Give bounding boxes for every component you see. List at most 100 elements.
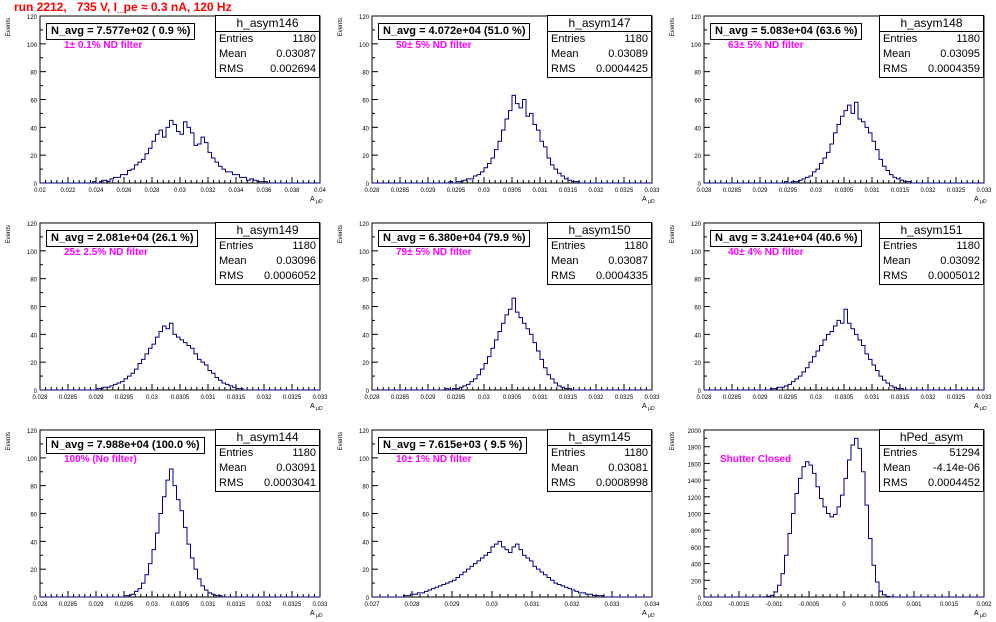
x-tick-label: 0.029 [88, 395, 104, 401]
stats-row: RMS 0.0004335 [548, 269, 651, 284]
stats-row: Entries 1180 [880, 239, 983, 254]
x-tick-label: 0.031 [532, 188, 548, 194]
x-tick-label: 0.036 [256, 188, 272, 194]
y-tick-label: 60 [362, 513, 369, 519]
x-tick-label: 0.029 [88, 602, 104, 608]
stats-key: Mean [883, 255, 911, 267]
y-axis-label: Events [338, 225, 344, 243]
stats-row: RMS 0.002694 [216, 62, 319, 77]
x-tick-label: 0.028 [404, 602, 420, 608]
x-tick-label: 0.032 [256, 602, 272, 608]
x-tick-label: 0.0325 [947, 188, 966, 194]
stats-row: RMS 0.0004425 [548, 62, 651, 77]
stats-box: h_asym147 Entries 1180 Mean 0.03089 RMS 0.0004… [547, 15, 652, 78]
stats-value: 0.03096 [276, 255, 316, 267]
histogram-line [372, 297, 652, 391]
histogram-line [372, 540, 652, 598]
x-axis-label: A μD [642, 196, 655, 205]
stats-row: Entries 1180 [548, 32, 651, 47]
y-axis-label: Events [670, 18, 676, 36]
x-tick-label: 0.032 [256, 395, 272, 401]
stats-value: 0.03089 [608, 48, 648, 60]
stats-box: h_asym144 Entries 1180 Mean 0.03091 RMS 0.0003… [215, 429, 320, 492]
x-tick-label: 0.0305 [835, 188, 854, 194]
stats-value: 0.002694 [270, 63, 316, 75]
stats-key: Entries [883, 240, 918, 252]
x-tick-label: 0.0285 [391, 395, 410, 401]
y-tick-label: 80 [30, 485, 37, 491]
x-tick-label: 0.0285 [391, 188, 410, 194]
x-tick-label: 0.033 [644, 188, 660, 194]
stats-value: 0.0004452 [928, 477, 980, 489]
y-tick-label: 0 [366, 182, 370, 188]
stats-value: 1180 [956, 240, 980, 252]
stats-value: 0.03091 [276, 462, 316, 474]
stats-row: Mean 0.03092 [880, 254, 983, 269]
stats-row: RMS 0.0004359 [880, 62, 983, 77]
x-tick-label: 0.03 [810, 188, 822, 194]
stats-key: RMS [219, 477, 244, 489]
histogram-name: h_asym149 [216, 223, 319, 239]
stats-value: 0.03087 [276, 48, 316, 60]
y-tick-label: 80 [694, 71, 701, 77]
stats-box: hPed_asym Entries 51294 Mean -4.14e-06 RMS 0.0… [879, 429, 984, 492]
x-tick-label: 0.001 [906, 602, 922, 608]
x-tick-label: 0.03 [146, 395, 158, 401]
y-tick-label: 40 [362, 540, 369, 546]
x-tick-label: 0.033 [312, 602, 328, 608]
y-tick-label: 100 [691, 250, 702, 256]
y-tick-label: 0 [366, 596, 370, 602]
x-tick-label: 0.0315 [559, 395, 578, 401]
filter-note: 100% (No filter) [64, 454, 137, 465]
y-tick-label: 1200 [688, 496, 702, 502]
histogram-line [704, 308, 984, 391]
x-tick-label: 0.031 [532, 395, 548, 401]
stats-row: Mean 0.03087 [548, 254, 651, 269]
x-tick-label: 0.0285 [59, 395, 78, 401]
stats-key: RMS [219, 63, 244, 75]
filter-note: 10± 1% ND filter [396, 454, 472, 465]
y-tick-label: 120 [691, 222, 702, 228]
n-avg-label: N_avg = 4.072e+04 (51.0 %) [378, 23, 531, 40]
y-tick-label: 20 [30, 154, 37, 160]
x-tick-label: 0.0305 [503, 188, 522, 194]
y-axis-label: Events [338, 432, 344, 450]
n-avg-label: N_avg = 7.988e+04 (100.0 %) [46, 437, 205, 454]
stats-box: h_asym146 Entries 1180 Mean 0.03087 RMS 0.0026… [215, 15, 320, 78]
x-tick-label: 0.031 [864, 188, 880, 194]
x-tick-label: 0.03 [486, 602, 498, 608]
x-tick-label: -0.0005 [799, 602, 820, 608]
y-tick-label: 0 [34, 596, 38, 602]
y-tick-label: 40 [30, 540, 37, 546]
n-avg-label: N_avg = 6.380e+04 (79.9 %) [378, 230, 531, 247]
histogram-name: h_asym148 [880, 16, 983, 32]
stats-value: 1180 [624, 240, 648, 252]
x-tick-label: 0.0005 [870, 602, 889, 608]
y-tick-label: 120 [27, 15, 38, 21]
stats-key: Entries [551, 240, 586, 252]
x-tick-label: 0.0285 [59, 602, 78, 608]
y-tick-label: 40 [362, 333, 369, 339]
x-tick-label: 0.031 [200, 395, 216, 401]
stats-box: h_asym145 Entries 1180 Mean 0.03081 RMS 0.0008… [547, 429, 652, 492]
stats-key: Entries [551, 447, 586, 459]
x-tick-label: 0.0305 [835, 395, 854, 401]
stats-value: 0.0003041 [264, 477, 316, 489]
x-tick-label: 0.03 [174, 188, 186, 194]
y-tick-label: 20 [362, 568, 369, 574]
x-tick-label: 0.02 [34, 188, 46, 194]
y-tick-label: 800 [691, 529, 702, 535]
histogram-name: h_asym151 [880, 223, 983, 239]
y-tick-label: 2000 [688, 429, 702, 435]
y-tick-label: 1000 [688, 513, 702, 519]
stats-key: RMS [883, 270, 908, 282]
x-tick-label: 0.0295 [779, 395, 798, 401]
stats-key: Entries [219, 240, 254, 252]
y-tick-label: 120 [359, 222, 370, 228]
x-tick-label: 0.029 [420, 395, 436, 401]
stats-value: 0.0004335 [596, 270, 648, 282]
y-tick-label: 80 [362, 278, 369, 284]
x-tick-label: 0.029 [444, 602, 460, 608]
x-tick-label: 0.0295 [447, 188, 466, 194]
stats-key: RMS [219, 270, 244, 282]
